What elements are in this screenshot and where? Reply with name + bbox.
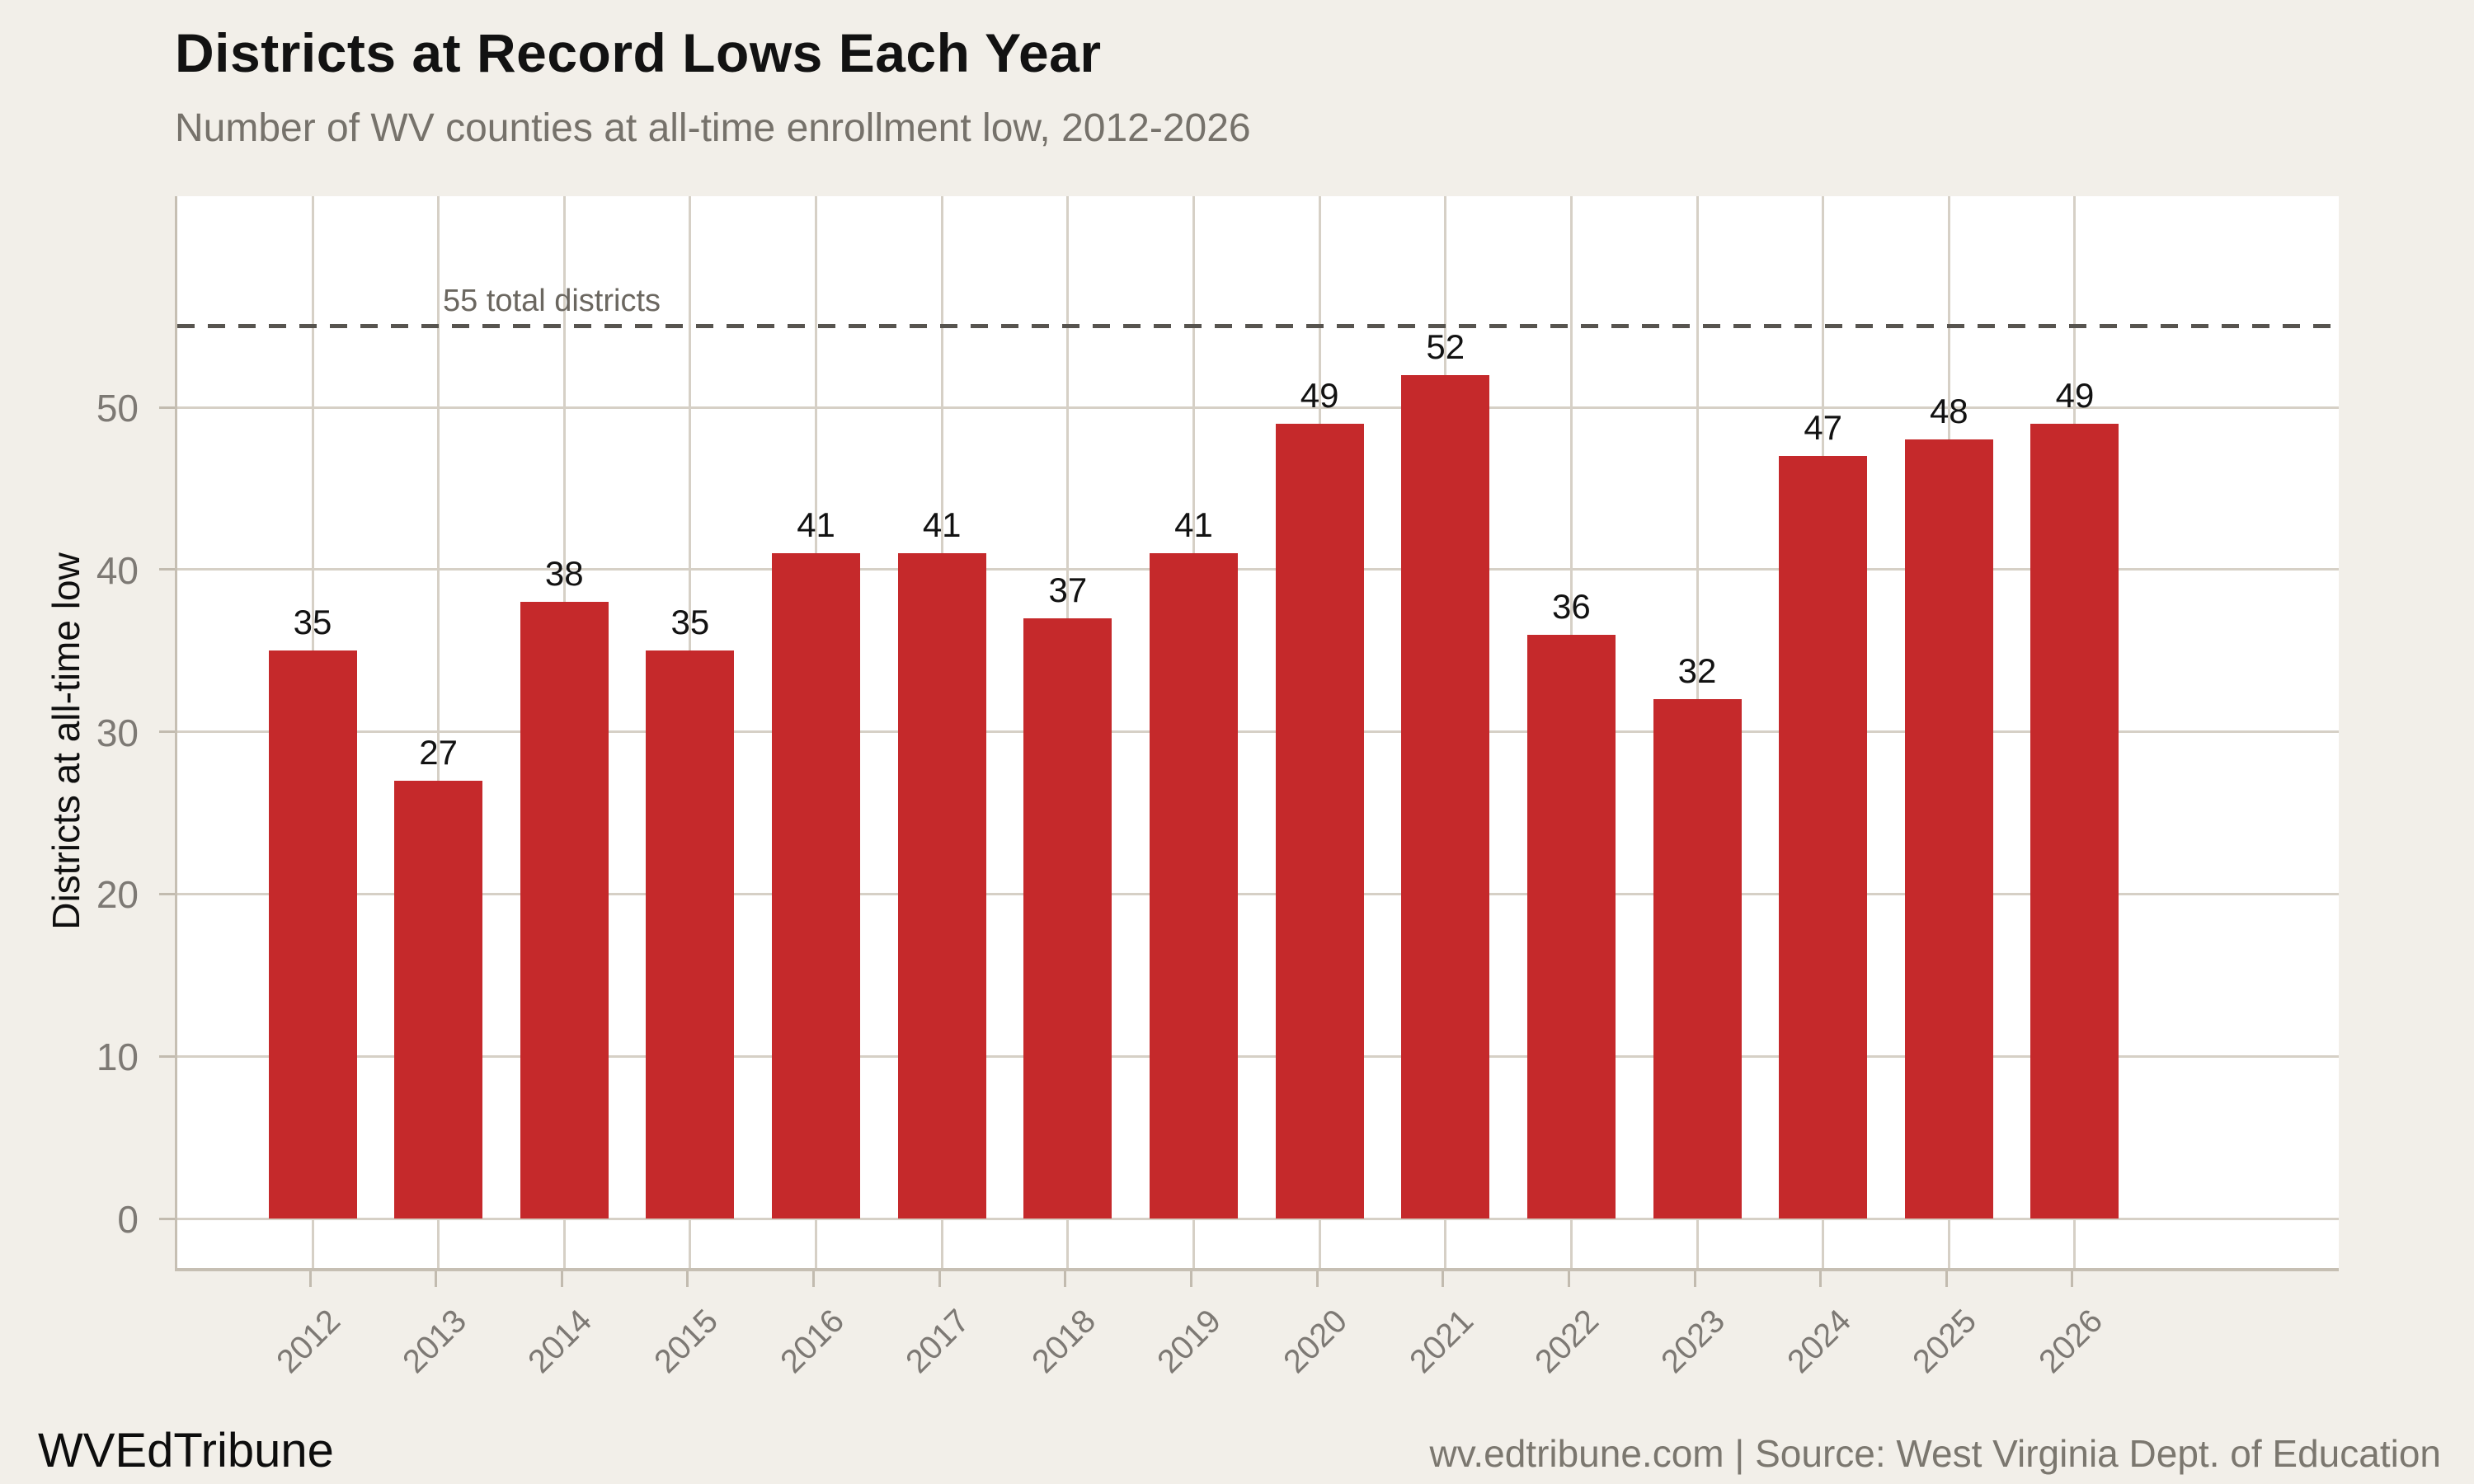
chart-panel: 35 27 38 35 41 41 37 41 49 52 36 32 47 48 49 55 total d… [175, 196, 2339, 1271]
x-tick-mark [1315, 1271, 1319, 1287]
bar-value-label: 52 [1426, 326, 1465, 366]
page-subtitle: Number of WV counties at all-time enroll… [175, 106, 1251, 150]
x-tick-label: 2022 [1528, 1303, 1606, 1381]
y-tick-label: 10 [96, 1036, 139, 1079]
footer-brand: WVEdTribune [38, 1424, 334, 1477]
x-tick-mark [1189, 1271, 1192, 1287]
bar-value-label: 49 [1300, 375, 1339, 415]
bar [1653, 699, 1742, 1219]
bar-value-label: 35 [670, 603, 710, 642]
bar-value-label: 41 [1174, 505, 1213, 545]
gridline-horizontal [177, 406, 2339, 409]
x-tick-label: 2016 [773, 1303, 851, 1381]
x-tick-mark [686, 1271, 689, 1287]
bar [1023, 618, 1112, 1219]
bar [520, 602, 609, 1219]
gridline-vertical [437, 196, 440, 1268]
y-tick-label: 50 [96, 387, 139, 430]
x-tick-mark [1819, 1271, 1823, 1287]
bar-value-label: 27 [419, 732, 458, 772]
reference-line [177, 324, 2339, 329]
bar-value-label: 35 [293, 603, 332, 642]
x-tick-label: 2025 [1906, 1303, 1984, 1381]
bar [1149, 553, 1238, 1219]
bar [394, 780, 483, 1219]
bar [1526, 634, 1616, 1219]
bar [772, 553, 861, 1219]
page-title: Districts at Record Lows Each Year [175, 22, 1102, 83]
reference-line-label: 55 total districts [443, 283, 661, 318]
y-tick-label: 20 [96, 873, 139, 917]
x-tick-mark [1693, 1271, 1696, 1287]
x-tick-mark [435, 1271, 438, 1287]
bar-value-label: 37 [1048, 570, 1088, 609]
x-tick-label: 2021 [1402, 1303, 1480, 1381]
bar-value-label: 38 [544, 554, 584, 594]
footer-source: wv.edtribune.com | Source: West Virginia… [1429, 1432, 2441, 1475]
y-tick-mark [159, 892, 175, 895]
x-tick-label: 2015 [647, 1303, 726, 1381]
y-tick-mark [159, 568, 175, 571]
x-tick-mark [2071, 1271, 2074, 1287]
x-tick-mark [1442, 1271, 1445, 1287]
x-tick-label: 2024 [1780, 1303, 1858, 1381]
bar [897, 553, 986, 1219]
gridline-horizontal [177, 730, 2339, 734]
x-tick-label: 2019 [1150, 1303, 1229, 1381]
bar [1904, 439, 1993, 1219]
bar-value-label: 41 [797, 505, 835, 545]
bar-value-label: 49 [2055, 375, 2095, 415]
bar-value-label: 48 [1929, 392, 1968, 431]
y-tick-label: 0 [117, 1198, 139, 1241]
x-tick-label: 2026 [2032, 1303, 2110, 1381]
x-tick-mark [1567, 1271, 1570, 1287]
x-tick-label: 2017 [899, 1303, 977, 1381]
bar-value-label: 36 [1552, 586, 1591, 626]
bar-value-label: 41 [922, 505, 962, 545]
x-tick-label: 2014 [521, 1303, 600, 1381]
gridline-horizontal [177, 568, 2339, 571]
y-tick-label: 40 [96, 548, 139, 592]
x-tick-mark [1064, 1271, 1067, 1287]
bar [1275, 423, 1364, 1219]
y-tick-mark [159, 406, 175, 409]
x-tick-mark [938, 1271, 941, 1287]
gridline-horizontal [177, 892, 2339, 895]
x-tick-mark [1945, 1271, 1948, 1287]
y-tick-mark [159, 730, 175, 734]
x-tick-mark [560, 1271, 563, 1287]
bar-value-label: 47 [1804, 408, 1843, 448]
x-tick-label: 2018 [1024, 1303, 1103, 1381]
bar [1401, 374, 1490, 1219]
y-tick-label: 30 [96, 711, 139, 754]
x-tick-label: 2012 [270, 1303, 348, 1381]
gridline-horizontal [177, 1054, 2339, 1058]
x-tick-mark [308, 1271, 312, 1287]
x-tick-label: 2020 [1277, 1303, 1355, 1381]
gridline-horizontal [177, 1217, 2339, 1220]
bar [646, 650, 735, 1219]
x-tick-label: 2023 [1654, 1303, 1733, 1381]
x-tick-label: 2013 [395, 1303, 473, 1381]
bar [2030, 423, 2119, 1219]
y-tick-mark [159, 1217, 175, 1220]
bar-value-label: 32 [1677, 651, 1717, 691]
bar [268, 650, 357, 1219]
y-tick-mark [159, 1054, 175, 1058]
bar [1779, 456, 1868, 1219]
footer: WVEdTribune wv.edtribune.com | Source: W… [0, 1423, 2474, 1478]
x-tick-mark [812, 1271, 816, 1287]
